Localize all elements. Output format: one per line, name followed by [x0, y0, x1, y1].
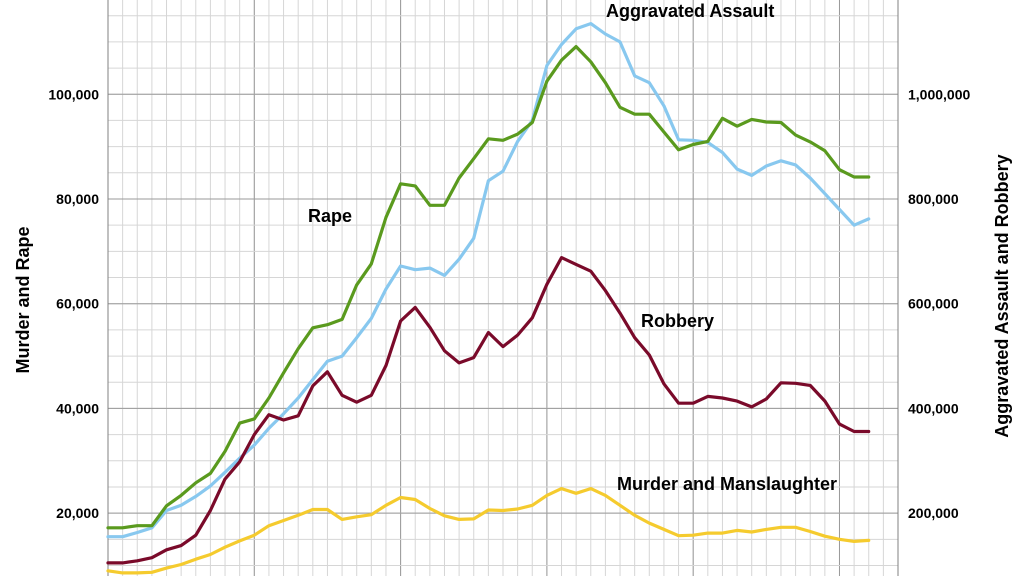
left-axis-title: Murder and Rape [13, 226, 33, 373]
left-tick-label: 100,000 [48, 86, 99, 102]
label-robbery: Robbery [641, 311, 714, 331]
label-murder: Murder and Manslaughter [617, 474, 837, 494]
left-tick-label: 20,000 [56, 505, 99, 521]
series-lines [106, 22, 871, 575]
right-tick-label: 1,000,000 [908, 86, 970, 102]
right-tick-label: 800,000 [908, 191, 959, 207]
axis-ticks: 20,000 40,000 60,000 80,000 100,000 200,000 40… [48, 86, 970, 521]
right-tick-label: 600,000 [908, 296, 959, 312]
right-tick-label: 400,000 [908, 400, 959, 416]
series-line-murder-and-manslaughter [106, 487, 871, 575]
left-tick-label: 80,000 [56, 191, 99, 207]
label-rape: Rape [308, 206, 352, 226]
right-tick-label: 200,000 [908, 505, 959, 521]
gridlines [107, 0, 899, 576]
left-tick-label: 60,000 [56, 296, 99, 312]
series-line-robbery [106, 256, 871, 565]
right-axis-title: Aggravated Assault and Robbery [992, 154, 1012, 437]
series-line-aggravated-assault [106, 22, 871, 539]
label-aggravated-assault: Aggravated Assault [606, 1, 774, 21]
left-tick-label: 40,000 [56, 400, 99, 416]
series-line-rape [106, 44, 871, 530]
